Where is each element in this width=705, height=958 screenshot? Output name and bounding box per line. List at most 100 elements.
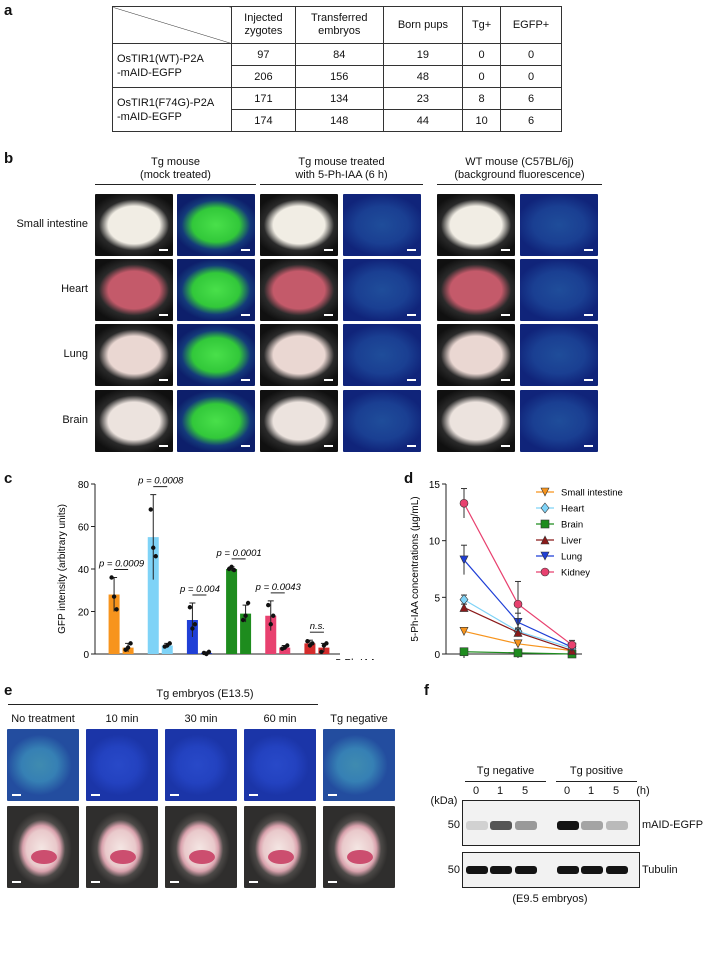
scale-bar [249,794,258,796]
embryo-tissue-spot [268,850,294,864]
legend-marker [540,551,550,561]
data-point [190,626,195,631]
organ-image [437,194,515,256]
organ-image [520,259,598,321]
embryo-brightfield-image [165,806,237,888]
data-point [245,600,251,606]
blot-band [581,821,603,830]
legend-label: Kidney [561,568,590,579]
y-tick-label: 60 [78,523,90,534]
treatment-label: : 5-Ph-IAA [330,658,376,660]
table-cell: 6 [500,109,562,132]
treatment-sign: − [150,658,156,660]
data-point [459,555,469,565]
data-point [187,605,193,610]
y-tick-label: 40 [78,565,90,576]
organ-image [95,324,173,386]
treatment-sign: − [307,658,313,660]
blot-band [515,866,537,874]
treatment-sign: + [282,658,288,660]
table-header-cell: Tg+ [462,6,502,44]
condition-header-line: with 5-Ph-IAA (6 h) [295,169,388,181]
organ-row-label: Brain [62,414,88,426]
scale-bar [159,314,168,316]
table-header-cell: Born pups [382,6,464,44]
scale-bar [501,314,510,316]
treatment-sign: + [125,658,131,660]
kda-marker: 50 [447,864,460,876]
legend-label: Heart [561,504,585,515]
blot-band [490,821,512,830]
organ-image [177,324,255,386]
panel-label-b: b [4,150,14,167]
condition-header-line: Tg mouse [151,156,200,168]
bar [161,645,173,654]
kda-marker: 50 [447,819,460,831]
data-point [109,575,114,580]
organ-image [260,324,338,386]
blot-strip [462,800,640,846]
organ-image [260,390,338,452]
y-tick-label: 0 [83,650,89,660]
scale-bar [407,445,416,447]
data-point [148,507,153,512]
data-point [513,639,523,649]
bar [304,643,316,654]
legend-label: Small intestine [561,488,623,499]
table-cell: 0 [500,65,562,88]
scale-bar [584,249,593,251]
scale-bar [407,249,416,251]
data-point [151,545,156,550]
embryo-brightfield-image [244,806,316,888]
gfp-intensity-bar-chart: 0 20 40 60 80 GFP intensity (arbitrary units)… [57,476,376,660]
scale-bar [407,379,416,381]
blot-band [606,821,628,830]
condition-header: Tg mouse (mock treated) [95,156,256,182]
data-point [459,498,469,508]
p-value-label: p = 0.0008 [137,476,184,487]
table-header-cell: Transferred embryos [294,6,384,44]
data-point [114,607,119,612]
embryo-brightfield-image [7,806,79,888]
condition-underline [260,184,423,185]
table-cell: 0 [500,43,562,66]
organ-image [177,259,255,321]
y-tick-label: 5 [434,593,440,604]
table-header-cell: EGFP+ [500,6,562,44]
condition-header-line: (mock treated) [140,169,211,181]
scale-bar [501,445,510,447]
table-corner-cell [112,6,232,44]
treatment-sign: + [203,658,209,660]
embryo-tissue-spot [189,850,215,864]
organ-image [343,194,421,256]
data-point [128,641,133,646]
table-header-text: EGFP+ [512,18,550,31]
data-point [153,554,158,559]
table-cell: 84 [294,43,384,66]
legend-marker [540,535,550,545]
scale-bar [328,794,337,796]
scale-bar [249,881,258,883]
table-group-label: OsTIR1(WT)-P2A -mAID-EGFP [112,43,232,88]
embryo-panel-title: Tg embryos (E13.5) [156,688,254,700]
bar [240,613,252,654]
lane-label: 0 [563,785,571,797]
y-tick-label: 15 [429,480,441,491]
data-point [192,622,198,627]
y-axis-label: GFP intensity (arbitrary units) [57,504,68,634]
lane-label: 0 [472,785,480,797]
table-header-text: Born pups [397,18,448,31]
lane-label: 5 [521,785,529,797]
legend-marker [540,519,550,529]
embryo-column-label: 10 min [105,713,139,725]
scale-bar [91,881,100,883]
data-point [125,645,131,650]
data-point [324,641,329,646]
bar [147,537,159,654]
blot-band [557,821,579,830]
table-header-text: Transferred [311,12,368,24]
data-point [206,649,212,655]
data-point [268,622,273,627]
scale-bar [170,794,179,796]
blot-caption: (E9.5 embryos) [512,893,588,905]
